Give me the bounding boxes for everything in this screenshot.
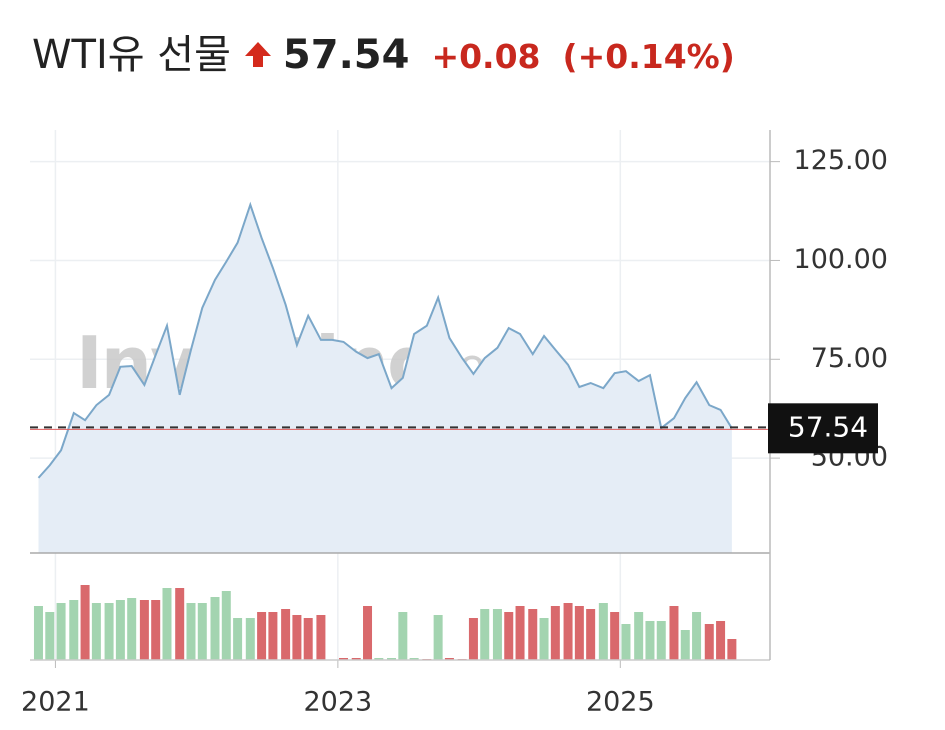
volume-bar <box>221 591 231 660</box>
volume-bar <box>139 600 149 660</box>
volume-bar <box>409 658 419 660</box>
volume-bar <box>292 615 302 660</box>
volume-bar <box>398 612 408 660</box>
last-box <box>768 403 878 454</box>
area <box>38 204 732 553</box>
volume-bar <box>504 612 514 660</box>
volume-bar <box>104 603 114 660</box>
volume-bar <box>704 624 714 660</box>
volume-bar <box>162 588 172 660</box>
volume-bar <box>351 658 361 660</box>
y-tick-label: 100.00 <box>794 244 888 275</box>
watermark-brand: Investing <box>76 321 437 405</box>
volume-bar <box>363 606 373 660</box>
volume-bar <box>515 606 525 660</box>
y-tick-label: 125.00 <box>794 145 888 176</box>
volume-bar <box>716 621 726 660</box>
title: WTI유 선물 <box>32 32 231 78</box>
change-percent: (+0.14%) <box>562 37 735 76</box>
volume-bar <box>339 658 349 660</box>
volume-bar <box>610 612 620 660</box>
volume-bar <box>680 630 690 660</box>
volume-bar <box>422 659 432 660</box>
change: +0.08 <box>431 37 541 76</box>
volume-bar <box>727 639 737 660</box>
x-tick-label: 2021 <box>21 687 90 718</box>
volume-bar <box>692 612 702 660</box>
watermark-domain: com <box>437 340 525 391</box>
y-tick-label: 75.00 <box>811 343 888 374</box>
watermark: Investingcom <box>76 321 525 405</box>
volume-bar <box>186 603 196 660</box>
volume-bar <box>91 603 101 660</box>
up-arrow <box>244 42 271 67</box>
volume-bar <box>233 618 243 660</box>
volume-bar <box>621 624 631 660</box>
volume-bar <box>69 600 79 660</box>
volume-bar <box>127 598 137 660</box>
header: WTI유 선물 57.54 +0.08 (+0.14%) <box>32 22 735 80</box>
volume-bar <box>175 588 185 660</box>
volume-bar <box>80 585 90 660</box>
volume-bar <box>468 618 478 660</box>
last-label: 57.54 <box>788 410 868 443</box>
volume-bar <box>539 618 549 660</box>
volume-bar <box>257 612 267 660</box>
volume-bar <box>444 658 454 660</box>
volume-bar <box>56 603 66 660</box>
price: 57.54 <box>282 32 410 78</box>
volume-bar <box>303 618 313 660</box>
x-tick-label: 2023 <box>304 687 373 718</box>
volume-bar <box>480 609 490 660</box>
volume-bar <box>281 609 291 660</box>
volume-bar <box>115 600 125 660</box>
volume-bar <box>656 621 666 660</box>
volume-bar <box>33 606 43 660</box>
volume-bar <box>492 609 502 660</box>
volume-bar <box>528 609 538 660</box>
y-tick-label: 50.00 <box>811 442 888 473</box>
volume-bar <box>387 658 397 660</box>
volume-bar <box>669 606 679 660</box>
volume-bar <box>316 615 326 660</box>
volume-bar <box>210 597 220 660</box>
volume-bar <box>197 603 207 660</box>
volume-bar <box>645 621 655 660</box>
volume-bar <box>433 615 443 660</box>
volume-bar <box>374 658 384 660</box>
volume-bar <box>586 609 596 660</box>
price-line <box>37 201 733 479</box>
volume-bar <box>268 612 278 660</box>
volume-bar <box>457 659 467 660</box>
volume-bar <box>151 600 161 660</box>
volume-bar <box>45 612 55 660</box>
volume-bar <box>574 606 584 660</box>
volume-bar <box>563 603 573 660</box>
volume-bar <box>245 618 255 660</box>
volume-bar <box>598 603 608 660</box>
volume-bar <box>550 606 560 660</box>
volume-bar <box>634 612 644 660</box>
x-tick-label: 2025 <box>586 687 655 718</box>
